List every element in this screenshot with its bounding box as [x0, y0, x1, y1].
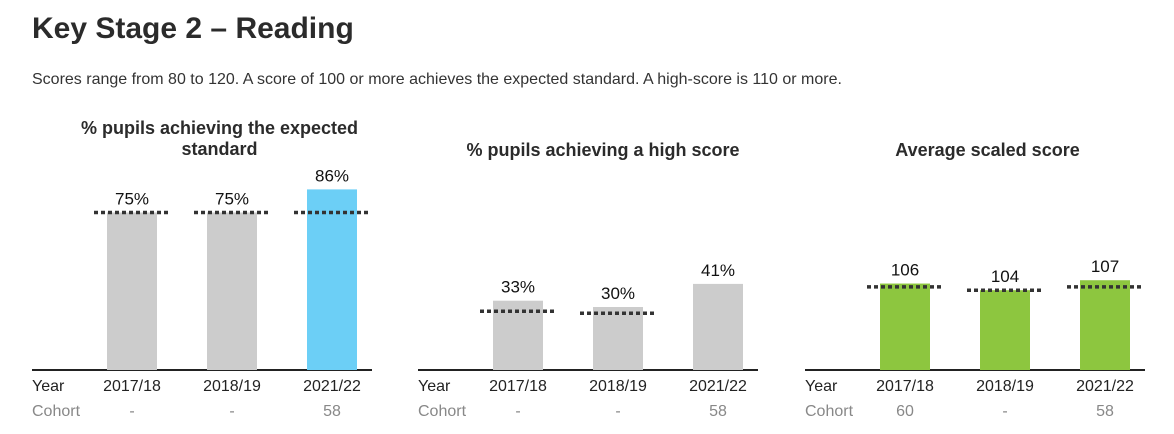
- data-label: 106: [891, 261, 919, 280]
- cohort-value: -: [615, 403, 620, 420]
- chart-title-line: % pupils achieving a high score: [466, 140, 740, 160]
- cohort-value: 58: [709, 403, 727, 420]
- bar: [980, 290, 1030, 370]
- chart-title-line: Average scaled score: [895, 140, 1080, 160]
- x-tick-label: 2021/22: [689, 378, 747, 395]
- cohort-value: 60: [896, 403, 914, 420]
- x-tick-label: 2021/22: [1076, 378, 1134, 395]
- x-tick-label: 2017/18: [489, 378, 547, 395]
- cohort-value: 58: [1096, 403, 1114, 420]
- chart-svg: 33% 2017/18 - 30% 2018/19 - 41% 2021/22 58 Year Co…: [418, 261, 758, 420]
- page-subtitle: Scores range from 80 to 120. A score of …: [32, 71, 842, 88]
- chart-panel-average-score: Average scaled score 106 2017/18 60 104 2018…: [805, 0, 1160, 434]
- page-title: Key Stage 2 – Reading: [32, 12, 354, 45]
- row-label-cohort: Cohort: [418, 403, 467, 420]
- data-label: 104: [991, 267, 1019, 286]
- bar: [693, 283, 743, 370]
- bar: [593, 307, 643, 370]
- chart-title: Average scaled score: [805, 140, 1170, 161]
- bar: [1080, 280, 1130, 370]
- chart-panel-high-score: % pupils achieving a high score 33% 2017/…: [418, 0, 768, 434]
- cohort-value: -: [229, 403, 234, 420]
- cohort-value: -: [515, 403, 520, 420]
- data-label: 30%: [601, 284, 635, 303]
- cohort-value: -: [1002, 403, 1007, 420]
- data-label: 75%: [115, 190, 149, 209]
- row-label-cohort: Cohort: [805, 403, 854, 420]
- data-label: 41%: [701, 261, 735, 280]
- data-label: 86%: [315, 166, 349, 185]
- chart-svg: 75% 2017/18 - 75% 2018/19 - 86% 2021/22 58 Year Co…: [32, 166, 372, 420]
- x-tick-label: 2021/22: [303, 378, 361, 395]
- data-label: 75%: [215, 190, 249, 209]
- data-label: 33%: [501, 278, 535, 297]
- row-label-year: Year: [805, 378, 838, 395]
- chart-title: % pupils achieving the expected standard: [22, 118, 417, 160]
- chart-svg: 106 2017/18 60 104 2018/19 - 107 2021/22 58 Year C…: [805, 257, 1145, 420]
- x-tick-label: 2018/19: [976, 378, 1034, 395]
- bar: [307, 189, 357, 370]
- x-tick-label: 2017/18: [876, 378, 934, 395]
- row-label-cohort: Cohort: [32, 403, 81, 420]
- data-label: 107: [1091, 257, 1119, 276]
- chart-panel-expected-standard: % pupils achieving the expected standard…: [32, 0, 387, 434]
- bar: [880, 283, 930, 370]
- chart-title: % pupils achieving a high score: [428, 140, 778, 161]
- bar: [107, 212, 157, 370]
- cohort-value: -: [129, 403, 134, 420]
- row-label-year: Year: [32, 378, 65, 395]
- cohort-value: 58: [323, 403, 341, 420]
- x-tick-label: 2017/18: [103, 378, 161, 395]
- bar: [207, 212, 257, 370]
- chart-title-line: % pupils achieving the expected: [80, 118, 359, 138]
- x-tick-label: 2018/19: [589, 378, 647, 395]
- row-label-year: Year: [418, 378, 451, 395]
- chart-title-line: standard: [181, 139, 258, 159]
- x-tick-label: 2018/19: [203, 378, 261, 395]
